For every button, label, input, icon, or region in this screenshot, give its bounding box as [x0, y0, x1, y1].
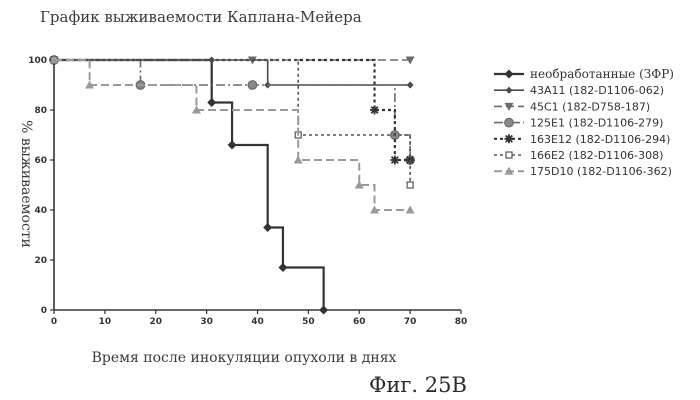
- data-point: [278, 263, 287, 272]
- data-point: [248, 81, 257, 90]
- legend-marker: [506, 152, 512, 158]
- data-point: [263, 223, 272, 232]
- legend: необработанные (ЗФР) 43А11 (182-D1106-062…: [494, 67, 674, 178]
- y-axis-label: % выживаемости: [18, 120, 34, 248]
- legend-marker: [505, 134, 514, 143]
- series-1: [50, 56, 329, 315]
- data-point: [407, 82, 414, 89]
- series-line: [54, 60, 410, 85]
- series-2: [51, 57, 414, 89]
- y-tick-label: 40: [34, 206, 47, 216]
- legend-item: 125Е1 (182-D1106-279): [494, 117, 663, 130]
- legend-item: 166Е2 (182-D1106-308): [494, 149, 663, 162]
- data-point: [390, 156, 399, 165]
- legend-label: 175D10 (182-D1106-362): [530, 165, 672, 178]
- legend-marker: [505, 118, 514, 127]
- data-point: [407, 182, 413, 188]
- x-tick-label: 60: [353, 317, 366, 327]
- x-tick-label: 30: [200, 317, 213, 327]
- legend-item: 45С1 (182-D758-187): [494, 100, 650, 113]
- data-point: [207, 98, 216, 107]
- x-tick-label: 80: [455, 317, 468, 327]
- legend-marker: [505, 70, 514, 79]
- legend-marker: [506, 87, 513, 94]
- chart-title: График выживаемости Каплана-Мейера: [40, 8, 362, 26]
- figure-label: Фиг. 25В: [369, 373, 467, 397]
- x-tick-label: 50: [302, 317, 315, 327]
- x-tick-label: 20: [149, 317, 162, 327]
- series-layer: [50, 56, 415, 315]
- legend-item: необработанные (ЗФР): [494, 67, 674, 81]
- y-tick-label: 80: [34, 106, 47, 116]
- x-axis-label: Время после инокуляции опухоли в днях: [92, 350, 397, 366]
- legend-label: 163Е12 (182-D1106-294): [530, 133, 670, 146]
- data-point: [370, 106, 379, 115]
- legend-label: 166Е2 (182-D1106-308): [530, 149, 663, 162]
- data-point: [228, 141, 237, 150]
- legend-item: 163Е12 (182-D1106-294): [494, 133, 670, 146]
- legend-label: 125Е1 (182-D1106-279): [530, 117, 663, 130]
- axes: 0 10 20 30 40 50 60 70 80 0 20 40 60 80 100: [28, 56, 467, 327]
- x-tick-label: 0: [51, 317, 57, 327]
- legend-label: 43А11 (182-D1106-062): [530, 84, 664, 97]
- legend-item: 175D10 (182-D1106-362): [494, 165, 672, 178]
- legend-item: 43А11 (182-D1106-062): [494, 84, 664, 97]
- y-tick-label: 20: [34, 256, 47, 266]
- series-line: [54, 60, 324, 310]
- x-tick-label: 40: [251, 317, 264, 327]
- data-point: [294, 156, 303, 164]
- data-point: [406, 206, 415, 214]
- legend-label: необработанные (ЗФР): [530, 67, 674, 81]
- x-tick-label: 70: [404, 317, 417, 327]
- y-tick-label: 100: [28, 56, 47, 66]
- legend-label: 45С1 (182-D758-187): [530, 100, 650, 113]
- y-tick-label: 60: [34, 156, 47, 166]
- data-point: [319, 306, 328, 315]
- y-tick-label: 0: [41, 306, 47, 316]
- x-tick-label: 10: [99, 317, 112, 327]
